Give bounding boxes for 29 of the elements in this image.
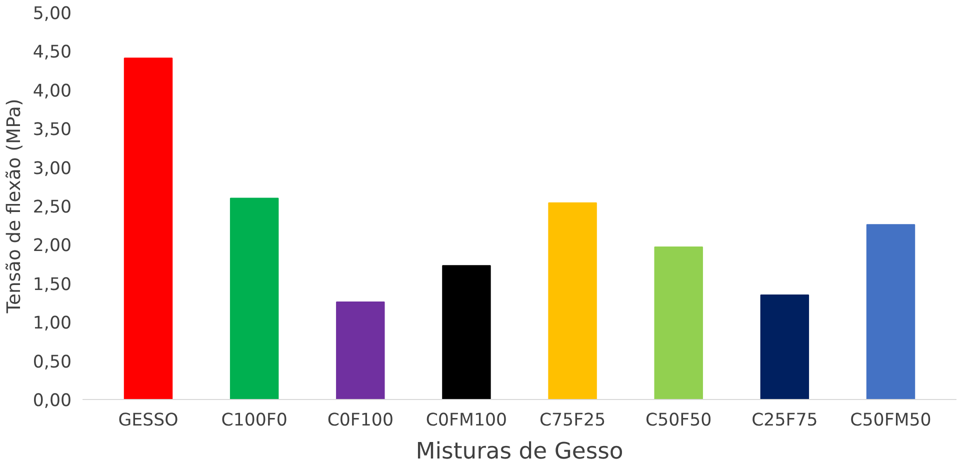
x-tick-label: C50F50 — [646, 410, 712, 430]
y-tick-label: 2,00 — [32, 236, 72, 256]
y-tick-label: 0,00 — [32, 391, 72, 411]
bar — [230, 198, 279, 400]
y-tick-label: 2,50 — [32, 198, 72, 218]
x-tick-label: C50FM50 — [850, 410, 932, 430]
y-tick-label: 5,00 — [32, 4, 72, 24]
y-tick-label: 4,00 — [32, 81, 72, 102]
x-axis-title: Misturas de Gesso — [416, 438, 624, 464]
y-tick-label: 0,50 — [32, 352, 72, 372]
x-tick-label: GESSO — [118, 410, 178, 430]
x-tick-label: C100F0 — [221, 410, 288, 430]
bar — [336, 301, 385, 400]
y-tick-label: 1,50 — [32, 274, 72, 295]
bar — [124, 58, 173, 400]
y-tick-label: 3,50 — [32, 120, 72, 140]
bar — [760, 294, 810, 400]
x-tick-label: C0FM100 — [426, 410, 508, 430]
x-tick-label: C0F100 — [327, 410, 394, 430]
y-tick-label: 1,00 — [32, 314, 72, 334]
y-tick-label: 4,50 — [32, 42, 72, 63]
bar — [548, 202, 597, 400]
x-tick-label: C25F75 — [752, 410, 818, 430]
x-tick-label: C75F25 — [539, 410, 606, 430]
bar — [866, 224, 916, 400]
bar — [654, 246, 703, 400]
y-tick-label: 3,00 — [32, 158, 72, 179]
bar — [442, 265, 491, 400]
y-axis-title: Tensão de flexão (MPa) — [4, 98, 25, 314]
